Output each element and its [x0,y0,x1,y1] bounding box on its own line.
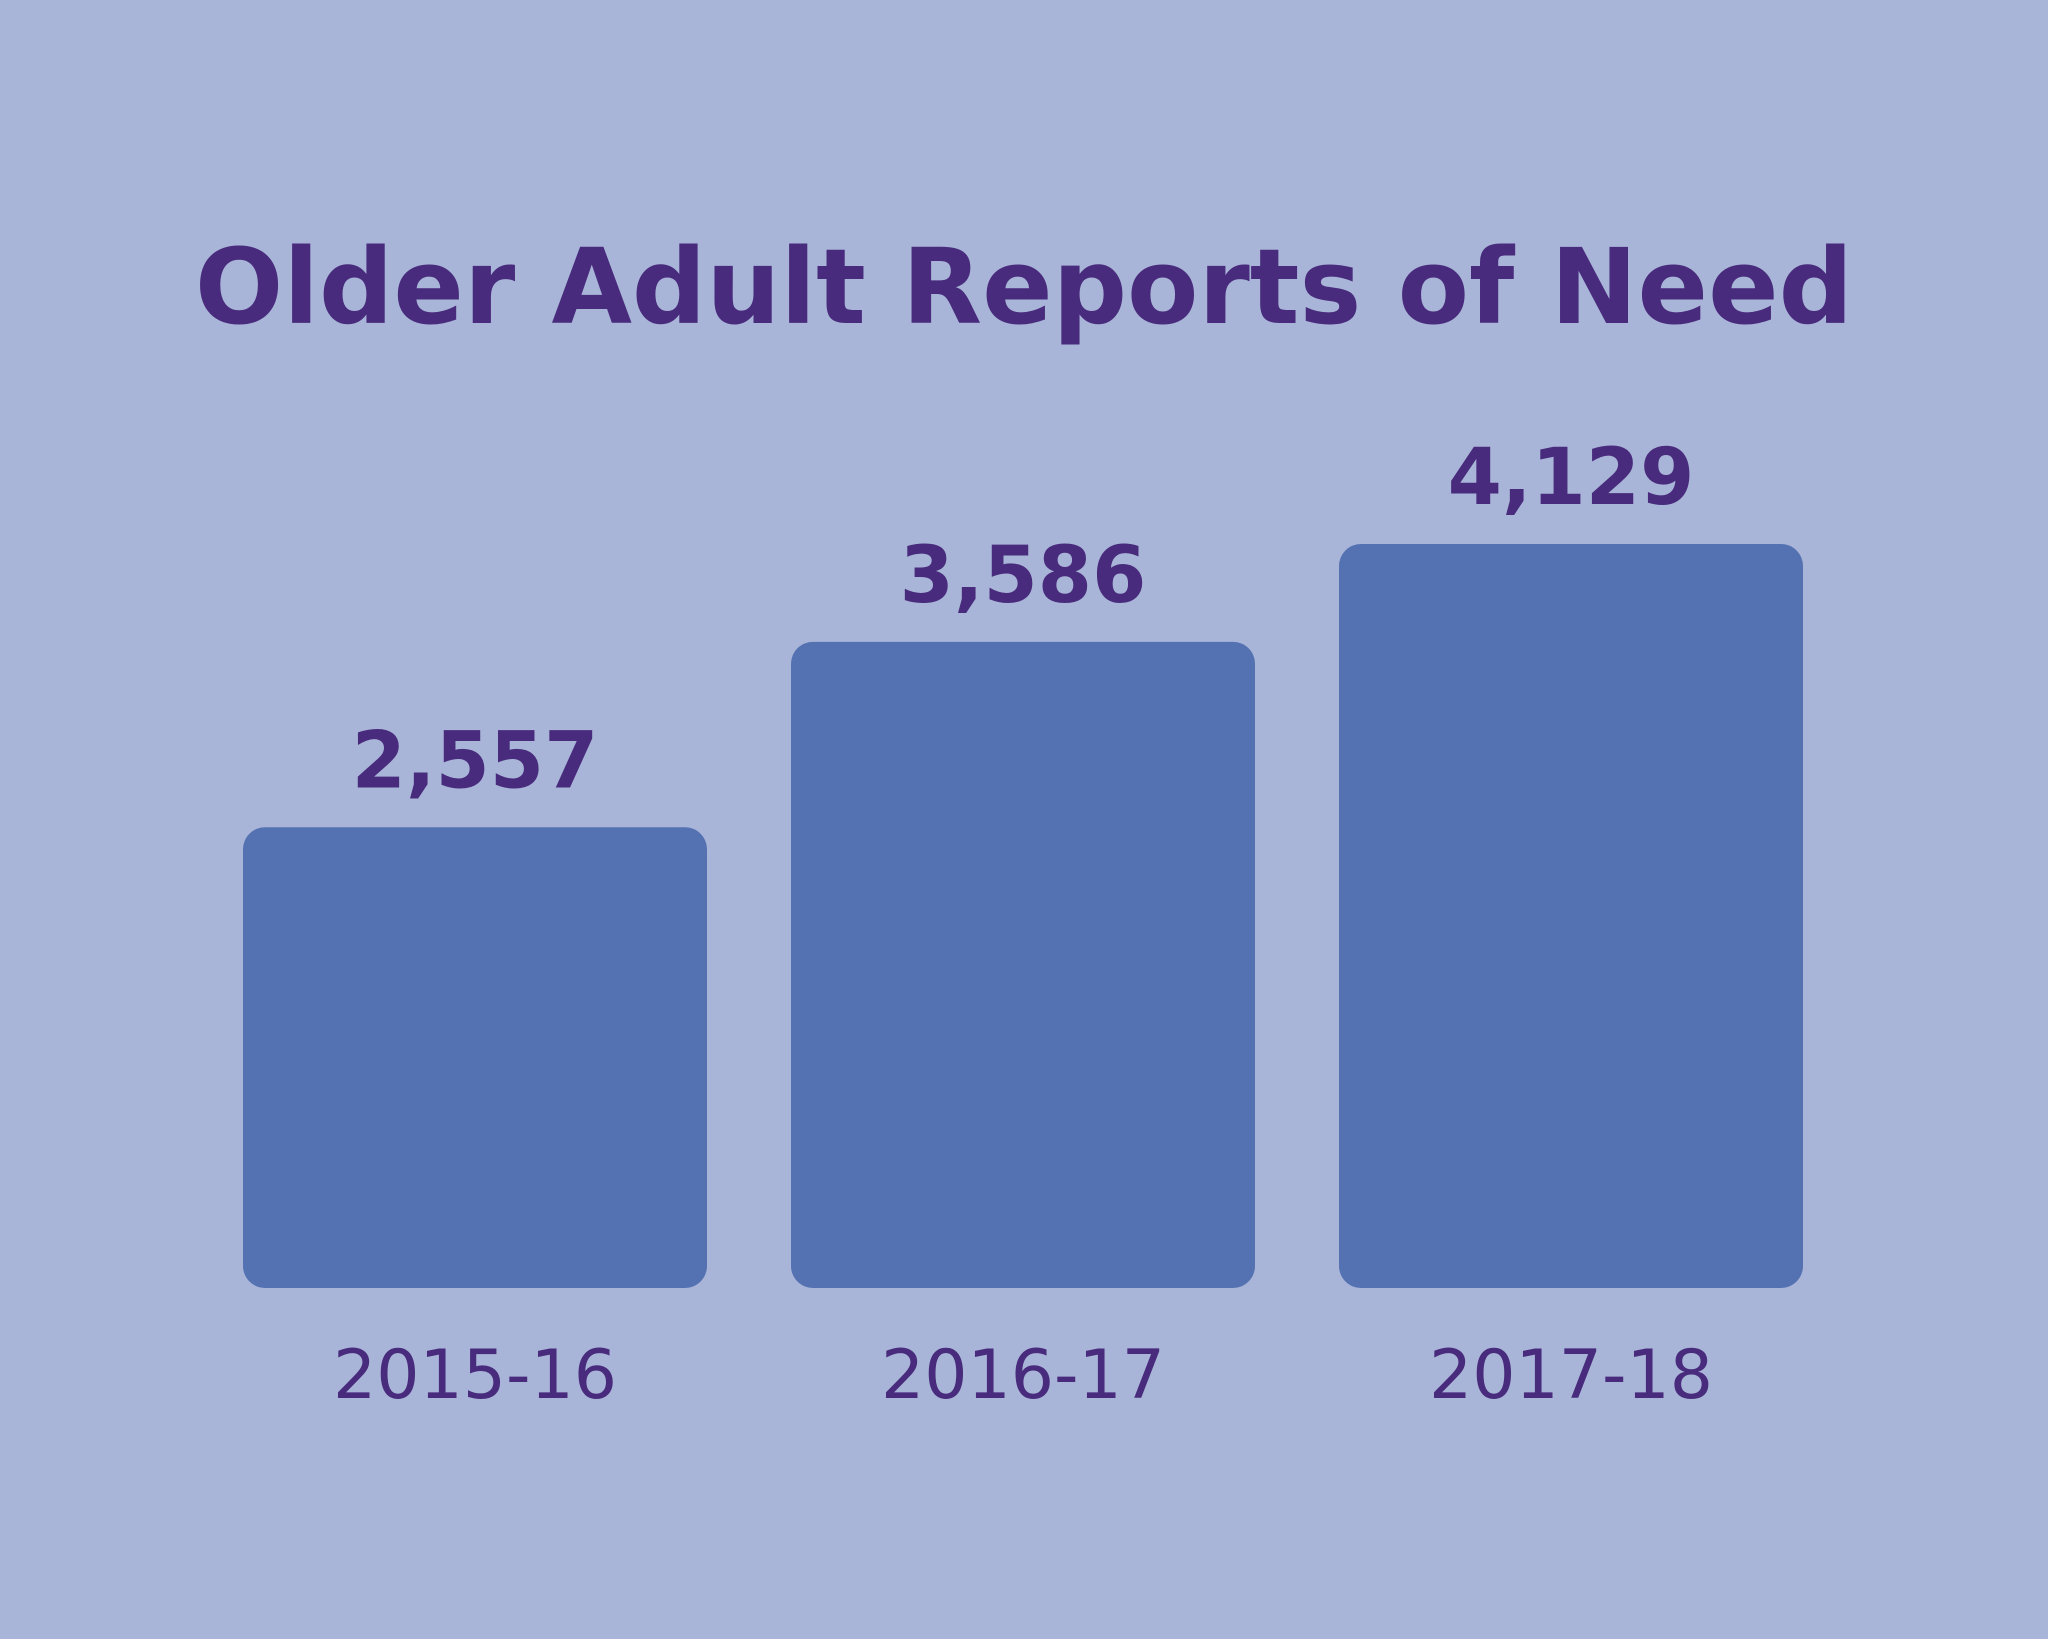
bars-layer [243,544,1803,1288]
bar-2016-17 [791,641,1255,1288]
x-tick-label-2015-16: 2015-16 [333,1336,617,1415]
value-labels-layer: 2,557 3,586 4,129 [352,433,1695,806]
x-tick-label-2016-17: 2016-17 [881,1336,1165,1415]
x-tick-labels-layer: 2015-16 2016-17 2017-18 [333,1336,1713,1415]
chart-title: Older Adult Reports of Need [195,226,1853,348]
x-tick-label-2017-18: 2017-18 [1429,1336,1713,1415]
value-label-2015-16: 2,557 [352,716,599,806]
bar-2017-18 [1339,544,1803,1288]
bar-2015-16 [243,827,707,1288]
value-label-2016-17: 3,586 [900,531,1147,621]
value-label-2017-18: 4,129 [1448,433,1695,523]
